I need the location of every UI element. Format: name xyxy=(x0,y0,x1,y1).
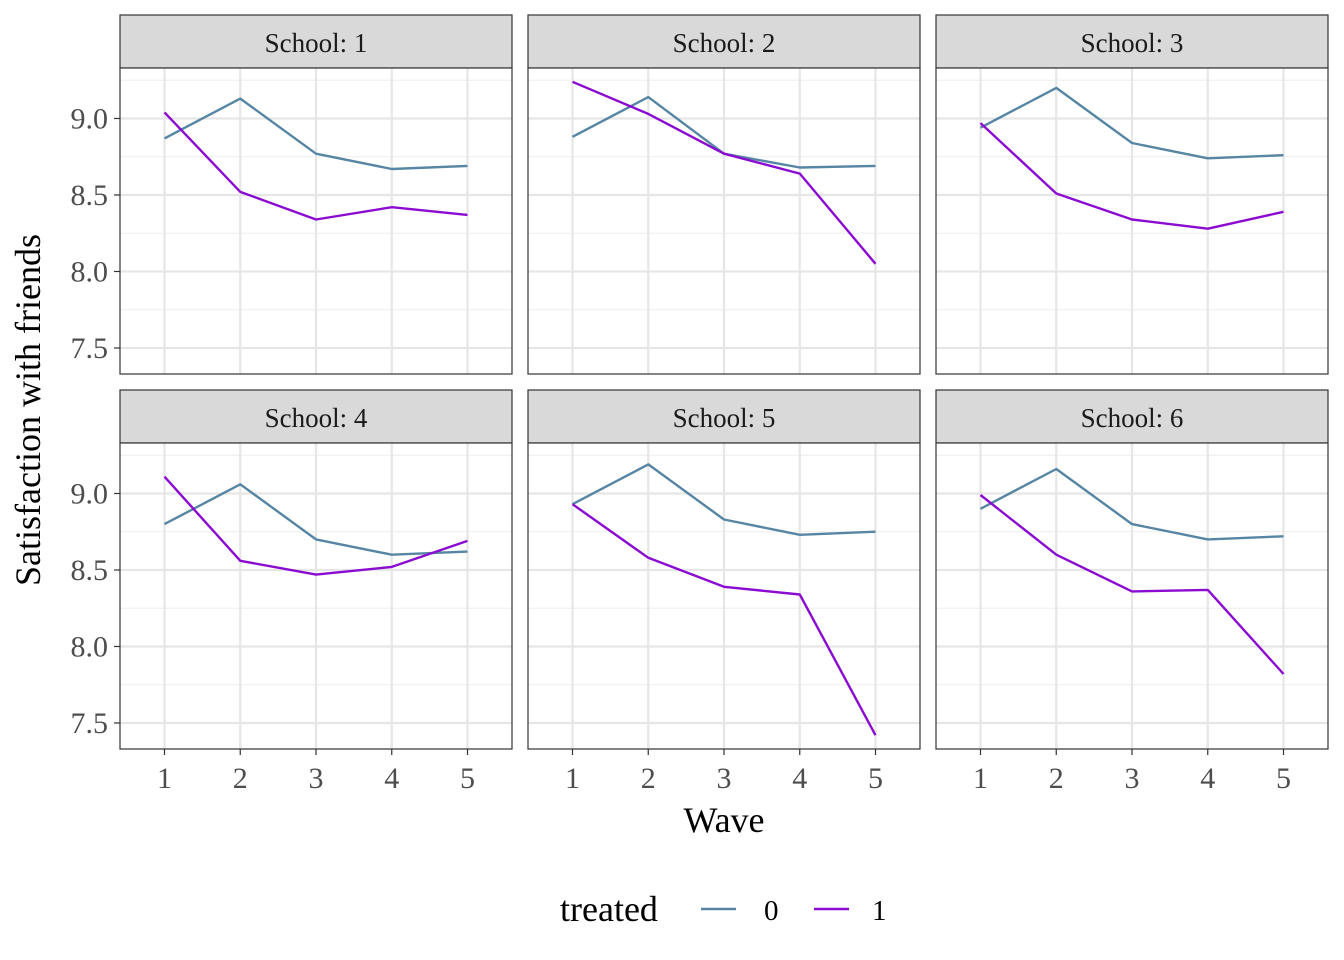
series-line-treated-0 xyxy=(979,86,1284,160)
y-tick-label: 8.5 xyxy=(71,554,109,587)
strip-background xyxy=(119,389,513,444)
y-axis-title: Satisfaction with friends xyxy=(8,234,48,586)
legend-title: treated xyxy=(560,889,658,929)
y-tick-label: 8.0 xyxy=(71,630,109,663)
y-tick-label: 7.5 xyxy=(71,707,109,740)
series-line-treated-1 xyxy=(979,122,1284,230)
strip-label: School: 2 xyxy=(673,28,776,58)
panel-school-6: School: 6 xyxy=(935,389,1329,750)
x-tick-label: 3 xyxy=(309,762,324,795)
series-line-treated-1 xyxy=(572,80,877,265)
x-tick-label: 1 xyxy=(973,762,988,795)
x-tick-label: 4 xyxy=(384,762,399,795)
x-tick-label: 5 xyxy=(868,762,883,795)
series-line-treated-1 xyxy=(979,494,1285,675)
x-tick-label: 2 xyxy=(641,762,656,795)
panel-border xyxy=(527,67,921,375)
legend-key-1-label: 1 xyxy=(872,895,887,927)
strip-label: School: 3 xyxy=(1081,28,1184,58)
x-tick-label: 5 xyxy=(1276,762,1291,795)
x-tick-label: 1 xyxy=(565,762,580,795)
y-tick-label: 9.0 xyxy=(71,102,109,135)
series-line-treated-1 xyxy=(163,111,468,221)
panel-border xyxy=(119,67,513,375)
series-line-treated-1 xyxy=(163,475,468,576)
axes: 7.5 8.0 8.5 9.0 7.5 8.0 8.5 9.0 1 2 3 4 5 1 2 3 4 5 1 2 3 4 5 xyxy=(71,102,1292,795)
y-tick-label: 8.0 xyxy=(71,255,109,288)
strip-label: School: 4 xyxy=(265,403,368,433)
panel-school-5: School: 5 xyxy=(527,389,921,750)
panel-school-3: School: 3 xyxy=(935,14,1329,375)
panel-school-1: School: 1 xyxy=(119,14,513,375)
x-tick-label: 4 xyxy=(792,762,807,795)
legend: treated 0 1 xyxy=(560,889,887,929)
series-line-treated-1 xyxy=(571,503,877,736)
series-line-treated-0 xyxy=(571,463,876,536)
x-tick-label: 1 xyxy=(157,762,172,795)
x-tick-label: 5 xyxy=(460,762,475,795)
x-tick-label: 3 xyxy=(717,762,732,795)
y-tick-label: 9.0 xyxy=(71,477,109,510)
series-line-treated-0 xyxy=(979,467,1284,541)
panel-border xyxy=(935,67,1329,375)
series-line-treated-0 xyxy=(163,97,468,171)
panels: School: 1 School: 2 School: 3 School: 4 Scho… xyxy=(119,14,1329,750)
strip-label: School: 6 xyxy=(1081,403,1184,433)
strip-background xyxy=(527,14,921,69)
x-tick-label: 2 xyxy=(1049,762,1064,795)
y-tick-label: 7.5 xyxy=(71,332,109,365)
panel-school-2: School: 2 xyxy=(527,14,921,375)
panel-school-4: School: 4 xyxy=(119,389,513,750)
x-tick-label: 2 xyxy=(233,762,248,795)
strip-background xyxy=(527,389,921,444)
x-axis-title: Wave xyxy=(683,800,764,840)
series-line-treated-0 xyxy=(163,483,468,556)
strip-label: School: 5 xyxy=(673,403,776,433)
strip-label: School: 1 xyxy=(265,28,368,58)
strip-background xyxy=(935,14,1329,69)
strip-background xyxy=(119,14,513,69)
legend-key-0-label: 0 xyxy=(764,895,779,927)
y-tick-label: 8.5 xyxy=(71,179,109,212)
x-tick-label: 4 xyxy=(1200,762,1215,795)
x-tick-label: 3 xyxy=(1125,762,1140,795)
